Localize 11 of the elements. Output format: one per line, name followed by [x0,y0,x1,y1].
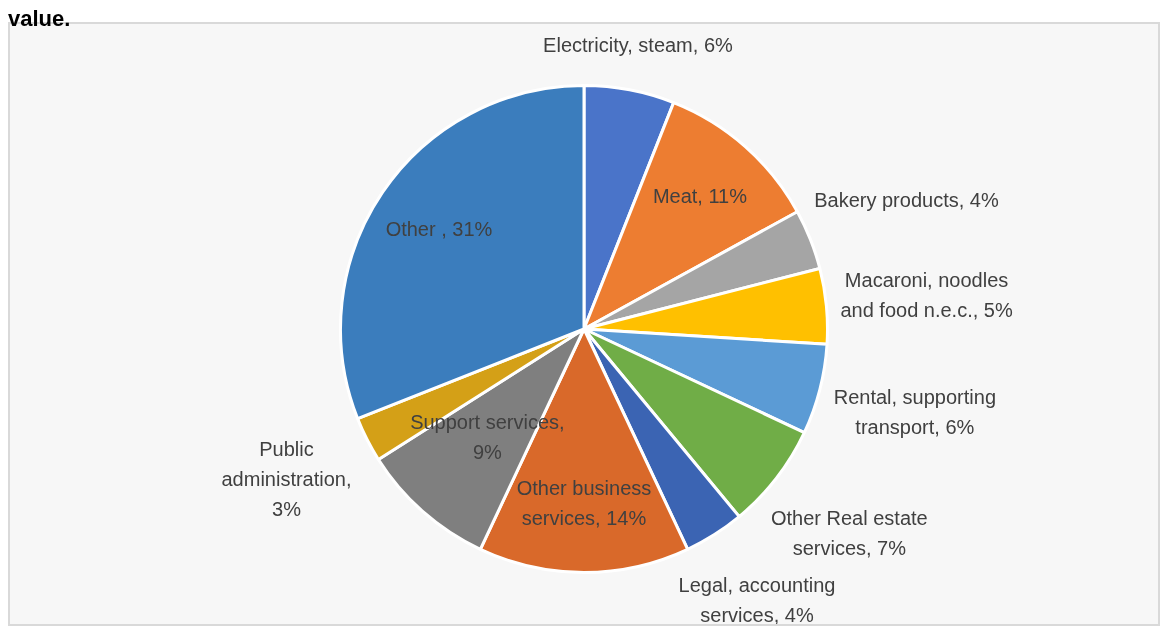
slice-label: Other , 31% [385,217,493,240]
slice-label: Bakery products, 4% [814,188,999,211]
slice-label: Public administration, 3% [221,438,352,521]
slice-label: Other business services, 14% [516,476,652,529]
slice-label: Macaroni, noodles and food n.e.c., 5% [840,269,1013,322]
slice-label: Other Real estate services, 7% [770,507,928,560]
slice-label: Electricity, steam, 6% [543,33,734,56]
slice-label: Legal, accounting services, 4% [678,574,836,627]
slice-label: Rental, supporting transport, 6% [833,386,997,439]
text: value. [8,6,72,31]
slice-label: Meat, 11% [652,185,748,208]
